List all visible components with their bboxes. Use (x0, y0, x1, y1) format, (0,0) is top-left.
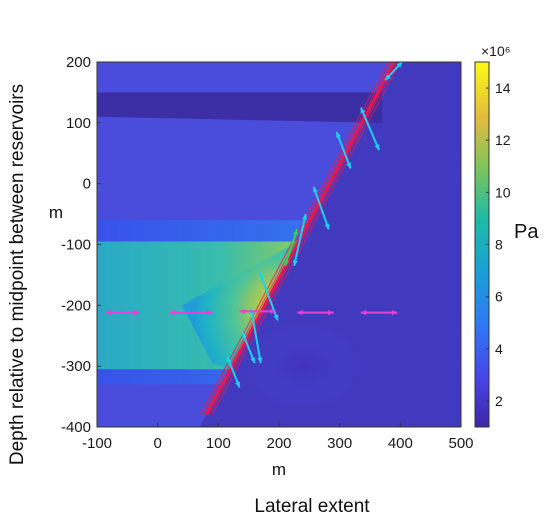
cyan-arrow-head (396, 62, 403, 68)
magenta-arrow-head (106, 310, 112, 316)
low-pressure-lobe (243, 321, 364, 412)
green-arrow (284, 228, 299, 267)
cyan-arrow-shaft (335, 131, 352, 169)
colorbar-label: Pa (514, 221, 539, 243)
cyan-arrow (292, 213, 308, 267)
cyan-arrow-shaft (241, 332, 256, 364)
cyan-arrow-head (374, 144, 380, 151)
cyan-arrow-shaft (312, 186, 330, 230)
cyan-arrow (312, 186, 330, 230)
magenta-arrow-head (169, 310, 176, 316)
cyan-arrow (335, 131, 352, 169)
magenta-arrow (239, 308, 276, 315)
dark-top-band (97, 92, 383, 123)
magenta-arrow (106, 310, 140, 316)
magenta-arrow-head (297, 310, 303, 316)
colorbar-exponent: ×10⁶ (481, 43, 511, 59)
colorbar-ticks: 2 4 6 8 10 12 14 (486, 80, 511, 409)
cyan-arrow-head (385, 74, 391, 81)
magenta-arrow-head (328, 310, 334, 316)
x-axis-ticks: -100 0 100 200 300 400 500 (82, 423, 474, 452)
x-tick-label: 300 (327, 435, 352, 452)
cyan-arrow-head (242, 332, 248, 339)
cyan-arrow-head (292, 259, 298, 266)
x-tick-label: 100 (206, 435, 231, 452)
y-tick-label: -300 (61, 358, 91, 375)
cyan-arrow (258, 271, 279, 321)
cyan-arrow-head (257, 357, 263, 364)
y-tick-label: -100 (61, 237, 91, 254)
cyan-arrow (226, 356, 241, 388)
magenta-arrow-head (134, 310, 140, 316)
magenta-arrow-head (391, 310, 398, 316)
cyan-arrow-head (312, 186, 318, 193)
fault-line-stroke (202, 62, 392, 416)
colorbar-tick-label: 14 (495, 80, 511, 96)
cyan-arrow-head (227, 357, 232, 364)
y-tick-label: 0 (83, 176, 91, 193)
green-arrow-head (293, 229, 298, 236)
x-tick-label: 500 (448, 435, 473, 452)
cyan-arrow (359, 107, 381, 151)
outer-x-label: Lateral extent (254, 496, 370, 517)
x-tick-label: 0 (153, 435, 161, 452)
cyan-arrow-shaft (258, 271, 279, 321)
cyan-arrow-head (235, 381, 240, 388)
y-tick-label: -400 (61, 419, 91, 436)
colorbar-tick-label: 4 (495, 341, 503, 357)
cyan-arrow-shaft (226, 356, 241, 388)
outer-y-label: Depth relative to midpoint between reser… (7, 84, 28, 465)
cyan-arrow-head (360, 107, 366, 114)
y-tick-label: -200 (61, 297, 91, 314)
cyan-arrow-shaft (359, 107, 381, 151)
high-pressure-wedge (181, 241, 299, 370)
cyan-arrow-head (273, 314, 279, 321)
magenta-arrow (297, 310, 334, 316)
cyan-arrow (241, 332, 256, 364)
x-tick-label: -100 (82, 435, 112, 452)
fault-line-stroke (211, 62, 401, 416)
magenta-stress-arrows (106, 308, 398, 316)
colorbar-tick-label: 6 (495, 289, 503, 305)
magenta-arrow-head (206, 310, 213, 316)
plot-area (97, 62, 461, 427)
colorbar-tick-label: 8 (495, 237, 503, 253)
cyan-arrow-head (336, 131, 342, 138)
x-tick-label: 400 (388, 435, 413, 452)
green-arrow-shaft (284, 228, 299, 267)
y-tick-label: 100 (66, 115, 91, 132)
colorbar-tick-label: 12 (495, 132, 511, 148)
cyan-arrow-shaft (250, 308, 262, 364)
y-tick-label: 200 (66, 54, 91, 71)
magenta-arrow-head (239, 308, 245, 315)
cyan-arrow-head (259, 271, 264, 278)
green-arrow-head (284, 259, 290, 266)
colorbar-tick-label: 2 (495, 393, 503, 409)
y-axis-ticks: 200 100 0 -100 -200 -300 -400 (61, 54, 101, 436)
cyan-arrow (384, 62, 403, 81)
magenta-arrow (360, 310, 398, 316)
x-tick-label: 200 (266, 435, 291, 452)
cyan-arrow-head (301, 214, 308, 220)
cyan-arrow-head (324, 223, 330, 230)
magenta-arrow-head (270, 308, 276, 315)
colorbar-tick-label: 10 (495, 184, 511, 200)
magenta-arrow (169, 310, 213, 316)
magenta-arrow-head (360, 310, 367, 316)
x-axis-label: m (272, 460, 286, 479)
green-stress-arrow (284, 228, 299, 267)
cyan-arrow-shaft (293, 213, 307, 267)
y-axis-label: m (49, 203, 63, 222)
cyan-arrow-head (250, 357, 256, 364)
cyan-arrow-head (346, 162, 352, 169)
